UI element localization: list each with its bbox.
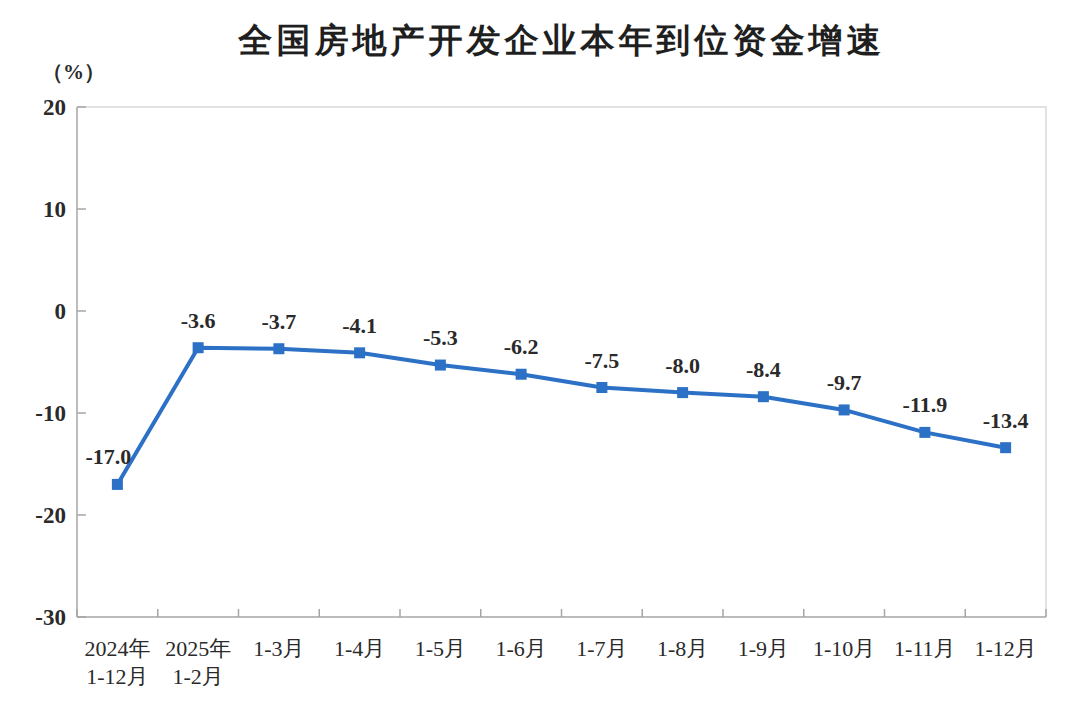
data-point-marker [193,342,204,353]
x-tick-label: 2025年 [165,636,231,661]
x-tick-label: 1-4月 [334,636,385,661]
data-point-marker [435,360,446,371]
x-tick-label: 1-7月 [576,636,627,661]
x-tick-label: 1-12月 [974,636,1036,661]
chart-canvas: 全国房地产开发企业本年到位资金增速 （%） 20100-10-20-302024… [0,0,1080,727]
x-tick-label: 1-10月 [813,636,875,661]
data-point-label: -3.7 [261,309,296,334]
x-tick-label: 2024年 [84,636,150,661]
y-tick-label: -10 [35,401,66,426]
data-point-label: -7.5 [584,348,619,373]
data-point-marker [516,369,527,380]
data-point-marker [273,343,284,354]
data-point-label: -4.1 [342,313,377,338]
data-point-marker [354,347,365,358]
data-point-label: -17.0 [85,444,131,469]
x-tick-label: 1-2月 [172,664,223,689]
data-point-label: -8.4 [746,357,781,382]
data-point-marker [1000,442,1011,453]
x-tick-label: 1-8月 [657,636,708,661]
y-tick-label: -20 [35,503,66,528]
y-tick-label: -30 [35,605,66,630]
y-tick-label: 0 [55,299,67,324]
y-tick-label: 20 [43,95,66,120]
x-tick-label: 1-3月 [253,636,304,661]
plot-border [77,107,1046,617]
data-line [117,348,1005,485]
data-point-marker [596,382,607,393]
data-point-marker [112,479,123,490]
data-point-marker [677,387,688,398]
data-point-label: -3.6 [181,308,216,333]
x-tick-label: 1-11月 [894,636,956,661]
data-point-label: -5.3 [423,325,458,350]
data-point-label: -11.9 [903,392,948,417]
y-tick-label: 10 [43,197,66,222]
data-point-label: -6.2 [504,334,539,359]
data-point-marker [839,404,850,415]
x-tick-label: 1-12月 [86,664,148,689]
data-point-label: -8.0 [665,353,700,378]
data-point-marker [919,427,930,438]
data-point-label: -13.4 [983,408,1029,433]
x-tick-label: 1-9月 [738,636,789,661]
data-point-label: -9.7 [827,370,862,395]
x-tick-label: 1-6月 [495,636,546,661]
x-tick-label: 1-5月 [415,636,466,661]
line-chart: 20 10 0 -10 -20 -30 2024年 1-12月 2025年 1-2月 1-3月 1-4… [0,0,1080,727]
data-point-marker [758,391,769,402]
